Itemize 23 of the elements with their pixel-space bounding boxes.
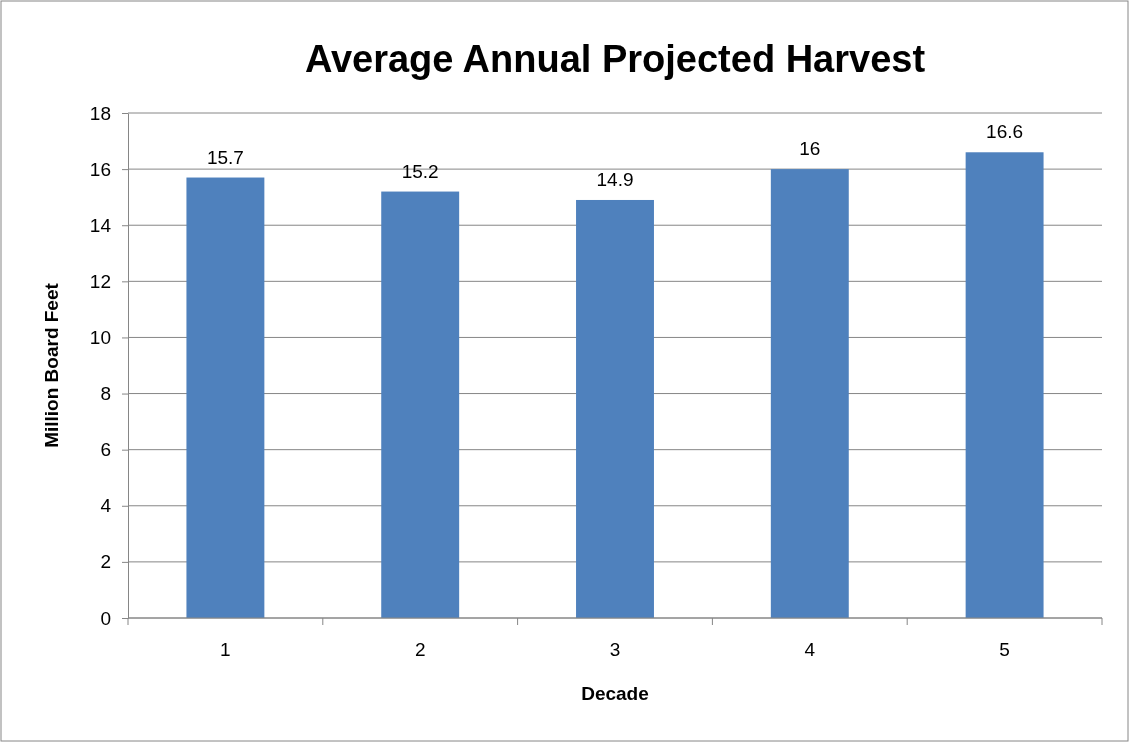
x-tick-label: 5 bbox=[999, 639, 1010, 660]
y-tick-label: 16 bbox=[89, 158, 111, 180]
y-axis-title: Million Board Feet bbox=[41, 282, 62, 448]
x-tick-label: 1 bbox=[220, 639, 231, 660]
data-label: 16 bbox=[799, 138, 821, 160]
y-tick-label: 0 bbox=[100, 607, 111, 629]
y-tick-label: 10 bbox=[89, 327, 111, 349]
data-label: 15.2 bbox=[401, 160, 439, 182]
data-label: 16.6 bbox=[986, 121, 1024, 143]
x-tick-label: 2 bbox=[414, 639, 426, 660]
x-axis-title: Decade bbox=[581, 683, 649, 704]
y-tick-label: 6 bbox=[100, 439, 111, 461]
x-tick-label: 3 bbox=[609, 639, 621, 660]
y-tick-label: 2 bbox=[100, 551, 111, 573]
chart-title: Average Annual Projected Harvest bbox=[304, 38, 926, 80]
y-tick-label: 18 bbox=[89, 102, 111, 124]
y-tick-label: 12 bbox=[89, 270, 111, 292]
x-tick-label: 4 bbox=[804, 639, 816, 660]
y-tick-label: 8 bbox=[100, 383, 111, 405]
y-tick-label: 14 bbox=[89, 214, 112, 236]
data-label: 14.9 bbox=[596, 168, 634, 190]
data-label: 15.7 bbox=[206, 146, 244, 168]
y-tick-label: 4 bbox=[100, 495, 112, 517]
